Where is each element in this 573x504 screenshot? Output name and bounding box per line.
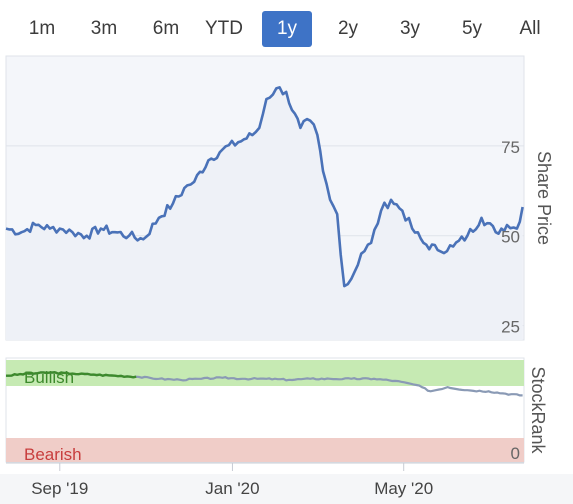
price-tick-label-75: 75: [501, 138, 520, 157]
range-button-1m[interactable]: 1m: [28, 18, 56, 39]
price-area-fill: [6, 87, 523, 340]
range-button-5y[interactable]: 5y: [461, 18, 483, 39]
bullish-label: Bullish: [24, 368, 74, 387]
range-button-2y[interactable]: 2y: [337, 18, 359, 39]
range-selector: 1m 3m 6m YTD 1y 2y 3y 5y All: [0, 0, 573, 52]
range-button-1y[interactable]: 1y: [262, 11, 312, 47]
bearish-band: [6, 438, 524, 462]
x-tick-label: May '20: [374, 479, 433, 498]
x-axis: Sep '19 Jan '20 May '20: [6, 462, 524, 498]
stockrank-zero-tick: 0: [511, 444, 520, 463]
stockrank-bullish-segment: [6, 371, 137, 379]
range-button-ytd[interactable]: YTD: [205, 18, 243, 39]
bearish-label: Bearish: [24, 445, 82, 464]
range-button-3y[interactable]: 3y: [399, 18, 421, 39]
price-y-ticks: 25 50 75: [501, 138, 520, 337]
range-button-all[interactable]: All: [519, 18, 541, 39]
stockrank-axis-label: StockRank: [528, 366, 548, 454]
price-tick-label-50: 50: [501, 228, 520, 247]
price-series-line: [5, 86, 524, 288]
bullish-band: [6, 360, 524, 386]
range-button-6m[interactable]: 6m: [152, 18, 180, 39]
price-axis-label: Share Price: [534, 151, 554, 245]
x-tick-label: Sep '19: [31, 479, 88, 498]
x-tick-label: Jan '20: [205, 479, 259, 498]
range-button-3m[interactable]: 3m: [90, 18, 118, 39]
navigator-strip[interactable]: [0, 474, 573, 504]
price-tick-label-25: 25: [501, 318, 520, 337]
